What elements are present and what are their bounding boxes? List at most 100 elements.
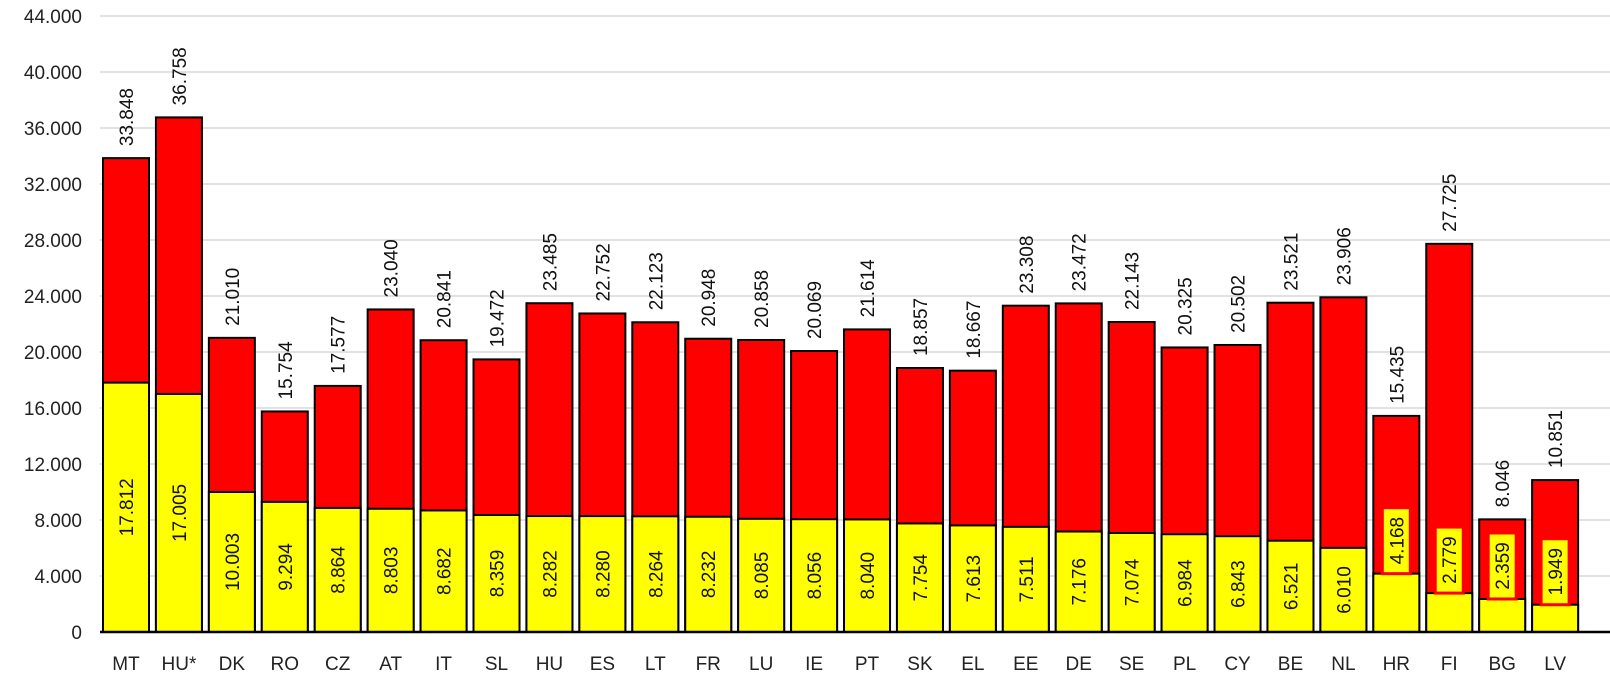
bar-part [1266,539,1315,633]
bar-part [684,515,733,634]
y-tick-label: 4.000 [34,567,82,588]
total-data-label: 17.577 [329,316,350,374]
bar-part [260,500,309,633]
part-data-label: 6.521 [1281,563,1302,611]
total-data-label: 10.851 [1546,410,1567,468]
x-category-label: AT [379,654,402,675]
x-category-label: BG [1488,654,1515,675]
x-category-label: MT [112,654,140,675]
x-category-label: PT [855,654,880,675]
part-label-box [1486,531,1518,601]
total-data-label: 20.858 [752,270,773,328]
bar-part [472,513,521,633]
part-data-label: 8.864 [329,546,350,594]
total-data-label: 18.857 [911,298,932,356]
part-data-label: 2.359 [1493,542,1514,590]
total-data-label: 23.521 [1281,233,1302,291]
part-data-label: 8.682 [435,547,456,595]
total-data-label: 23.472 [1070,233,1091,291]
part-data-label: 6.843 [1229,560,1250,608]
total-data-label: 15.754 [276,341,297,400]
bar-part [366,507,415,633]
total-data-label: 22.123 [646,252,667,310]
total-data-label: 18.667 [964,301,985,359]
x-axis-categories: MT HU* DK RO CZ AT IT SL HU ES LT FR LU IE PT SK EL EE DE S… [112,654,1566,675]
part-data-label: 8.085 [752,552,773,600]
x-category-label: FR [696,654,721,675]
bar-part [1160,533,1209,633]
x-category-label: DK [219,654,246,675]
y-tick-label: 8.000 [34,511,82,532]
total-data-label: 19.472 [488,289,509,347]
part-data-label: 2.779 [1440,536,1461,584]
part-data-label: 8.803 [382,547,403,595]
y-tick-label: 16.000 [24,399,82,420]
part-data-label: 6.010 [1334,566,1355,614]
total-data-label: 33.848 [117,88,138,146]
y-tick-label: 32.000 [24,175,82,196]
y-tick-label: 28.000 [24,231,82,252]
total-data-label: 20.325 [1176,277,1197,335]
total-data-label: 23.308 [1017,236,1038,294]
part-data-label: 7.176 [1070,558,1091,606]
x-category-label: IE [805,654,823,675]
part-data-label: 8.359 [488,550,509,598]
bar-part [1001,525,1050,634]
bar-part [102,381,150,633]
part-label-box [1380,506,1412,576]
part-data-label: 6.984 [1176,559,1197,607]
y-axis-ticks: 0 4.000 8.000 12.000 16.000 20.000 24.000 28.00… [24,7,82,644]
x-category-label: HR [1383,654,1410,675]
total-data-label: 23.906 [1334,227,1355,285]
total-data-label: 20.948 [699,269,720,327]
x-category-label: ES [590,654,615,675]
bar-part [1425,592,1474,633]
x-category-label: SK [907,654,933,675]
part-data-label: 7.511 [1017,556,1038,602]
x-category-label: SE [1119,654,1144,675]
part-data-label: 8.232 [699,551,720,599]
total-data-label: 23.485 [540,233,561,291]
bar-part [154,392,203,633]
part-data-label: 8.280 [593,550,614,598]
bar-part [419,509,468,633]
x-category-label: LU [749,654,773,675]
y-tick-label: 12.000 [24,455,82,476]
bar-part [1372,572,1421,634]
x-category-label: EE [1013,654,1038,675]
part-data-label: 8.264 [646,550,667,598]
x-category-label: LV [1544,654,1566,675]
x-category-label: EL [961,654,984,675]
bar-part [207,490,256,634]
total-data-label: 22.143 [1123,252,1144,310]
part-data-label: 7.074 [1123,558,1144,606]
part-data-label: 8.282 [540,550,561,598]
part-data-label: 17.005 [170,484,191,542]
total-data-label: 36.758 [170,47,191,105]
x-category-label: BE [1278,654,1303,675]
part-data-label: 7.754 [911,554,932,602]
part-label-box [1433,525,1465,595]
x-category-label: LT [645,654,666,675]
bar-part [1213,535,1262,633]
total-data-label: 21.010 [223,268,244,326]
x-category-label: NL [1331,654,1355,675]
x-category-label: RO [271,654,300,675]
part-data-label: 10.003 [223,533,244,591]
bar-part [1531,603,1580,633]
total-data-label: 27.725 [1440,174,1461,232]
y-tick-label: 24.000 [24,287,82,308]
y-tick-label: 20.000 [24,343,82,364]
x-category-label: IT [435,654,452,675]
x-category-label: CZ [325,654,351,675]
bar-part [1478,597,1527,633]
total-data-label: 22.752 [593,243,614,301]
part-data-label: 7.613 [964,555,985,603]
total-data-label: 23.040 [382,239,403,297]
part-data-label: 9.294 [276,543,297,591]
part-data-label: 17.812 [117,478,138,536]
total-data-label: 20.841 [435,270,456,328]
bar-part [578,515,627,634]
bar-part [313,506,362,633]
bar-part [631,515,680,634]
